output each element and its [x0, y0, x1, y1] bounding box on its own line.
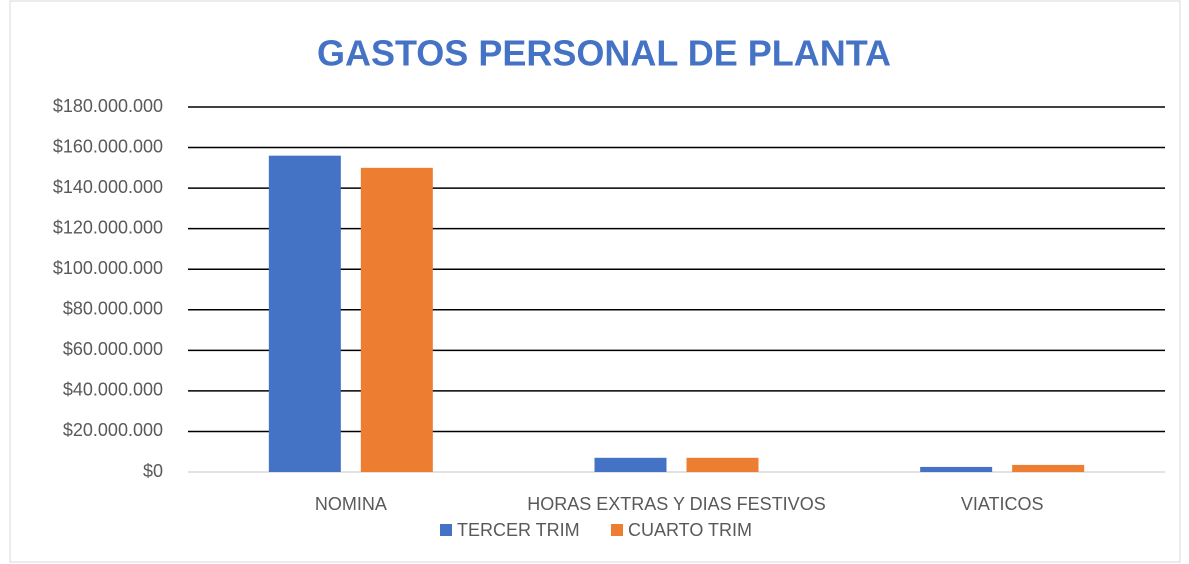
- x-tick-label: HORAS EXTRAS Y DIAS FESTIVOS: [527, 494, 825, 514]
- bar: [686, 457, 759, 472]
- bar: [360, 167, 433, 473]
- y-tick-label: $80.000.000: [63, 299, 163, 319]
- bar: [594, 457, 667, 472]
- y-tick-label: $180.000.000: [53, 96, 163, 116]
- chart-title: GASTOS PERSONAL DE PLANTA: [317, 33, 891, 74]
- y-tick-label: $140.000.000: [53, 177, 163, 197]
- bar: [920, 466, 993, 472]
- y-tick-label: $40.000.000: [63, 380, 163, 400]
- legend-label: TERCER TRIM: [457, 520, 580, 540]
- y-tick-label: $120.000.000: [53, 217, 163, 237]
- y-tick-label: $160.000.000: [53, 136, 163, 156]
- legend-swatch: [611, 524, 623, 536]
- y-tick-label: $100.000.000: [53, 258, 163, 278]
- bar: [268, 155, 341, 472]
- legend-swatch: [440, 524, 452, 536]
- x-tick-label: VIATICOS: [961, 494, 1044, 514]
- y-tick-label: $60.000.000: [63, 339, 163, 359]
- bar: [1012, 464, 1085, 472]
- x-tick-label: NOMINA: [315, 494, 387, 514]
- y-tick-label: $0: [143, 461, 163, 481]
- y-tick-label: $20.000.000: [63, 420, 163, 440]
- chart-border: [9, 0, 1181, 563]
- legend-label: CUARTO TRIM: [628, 520, 752, 540]
